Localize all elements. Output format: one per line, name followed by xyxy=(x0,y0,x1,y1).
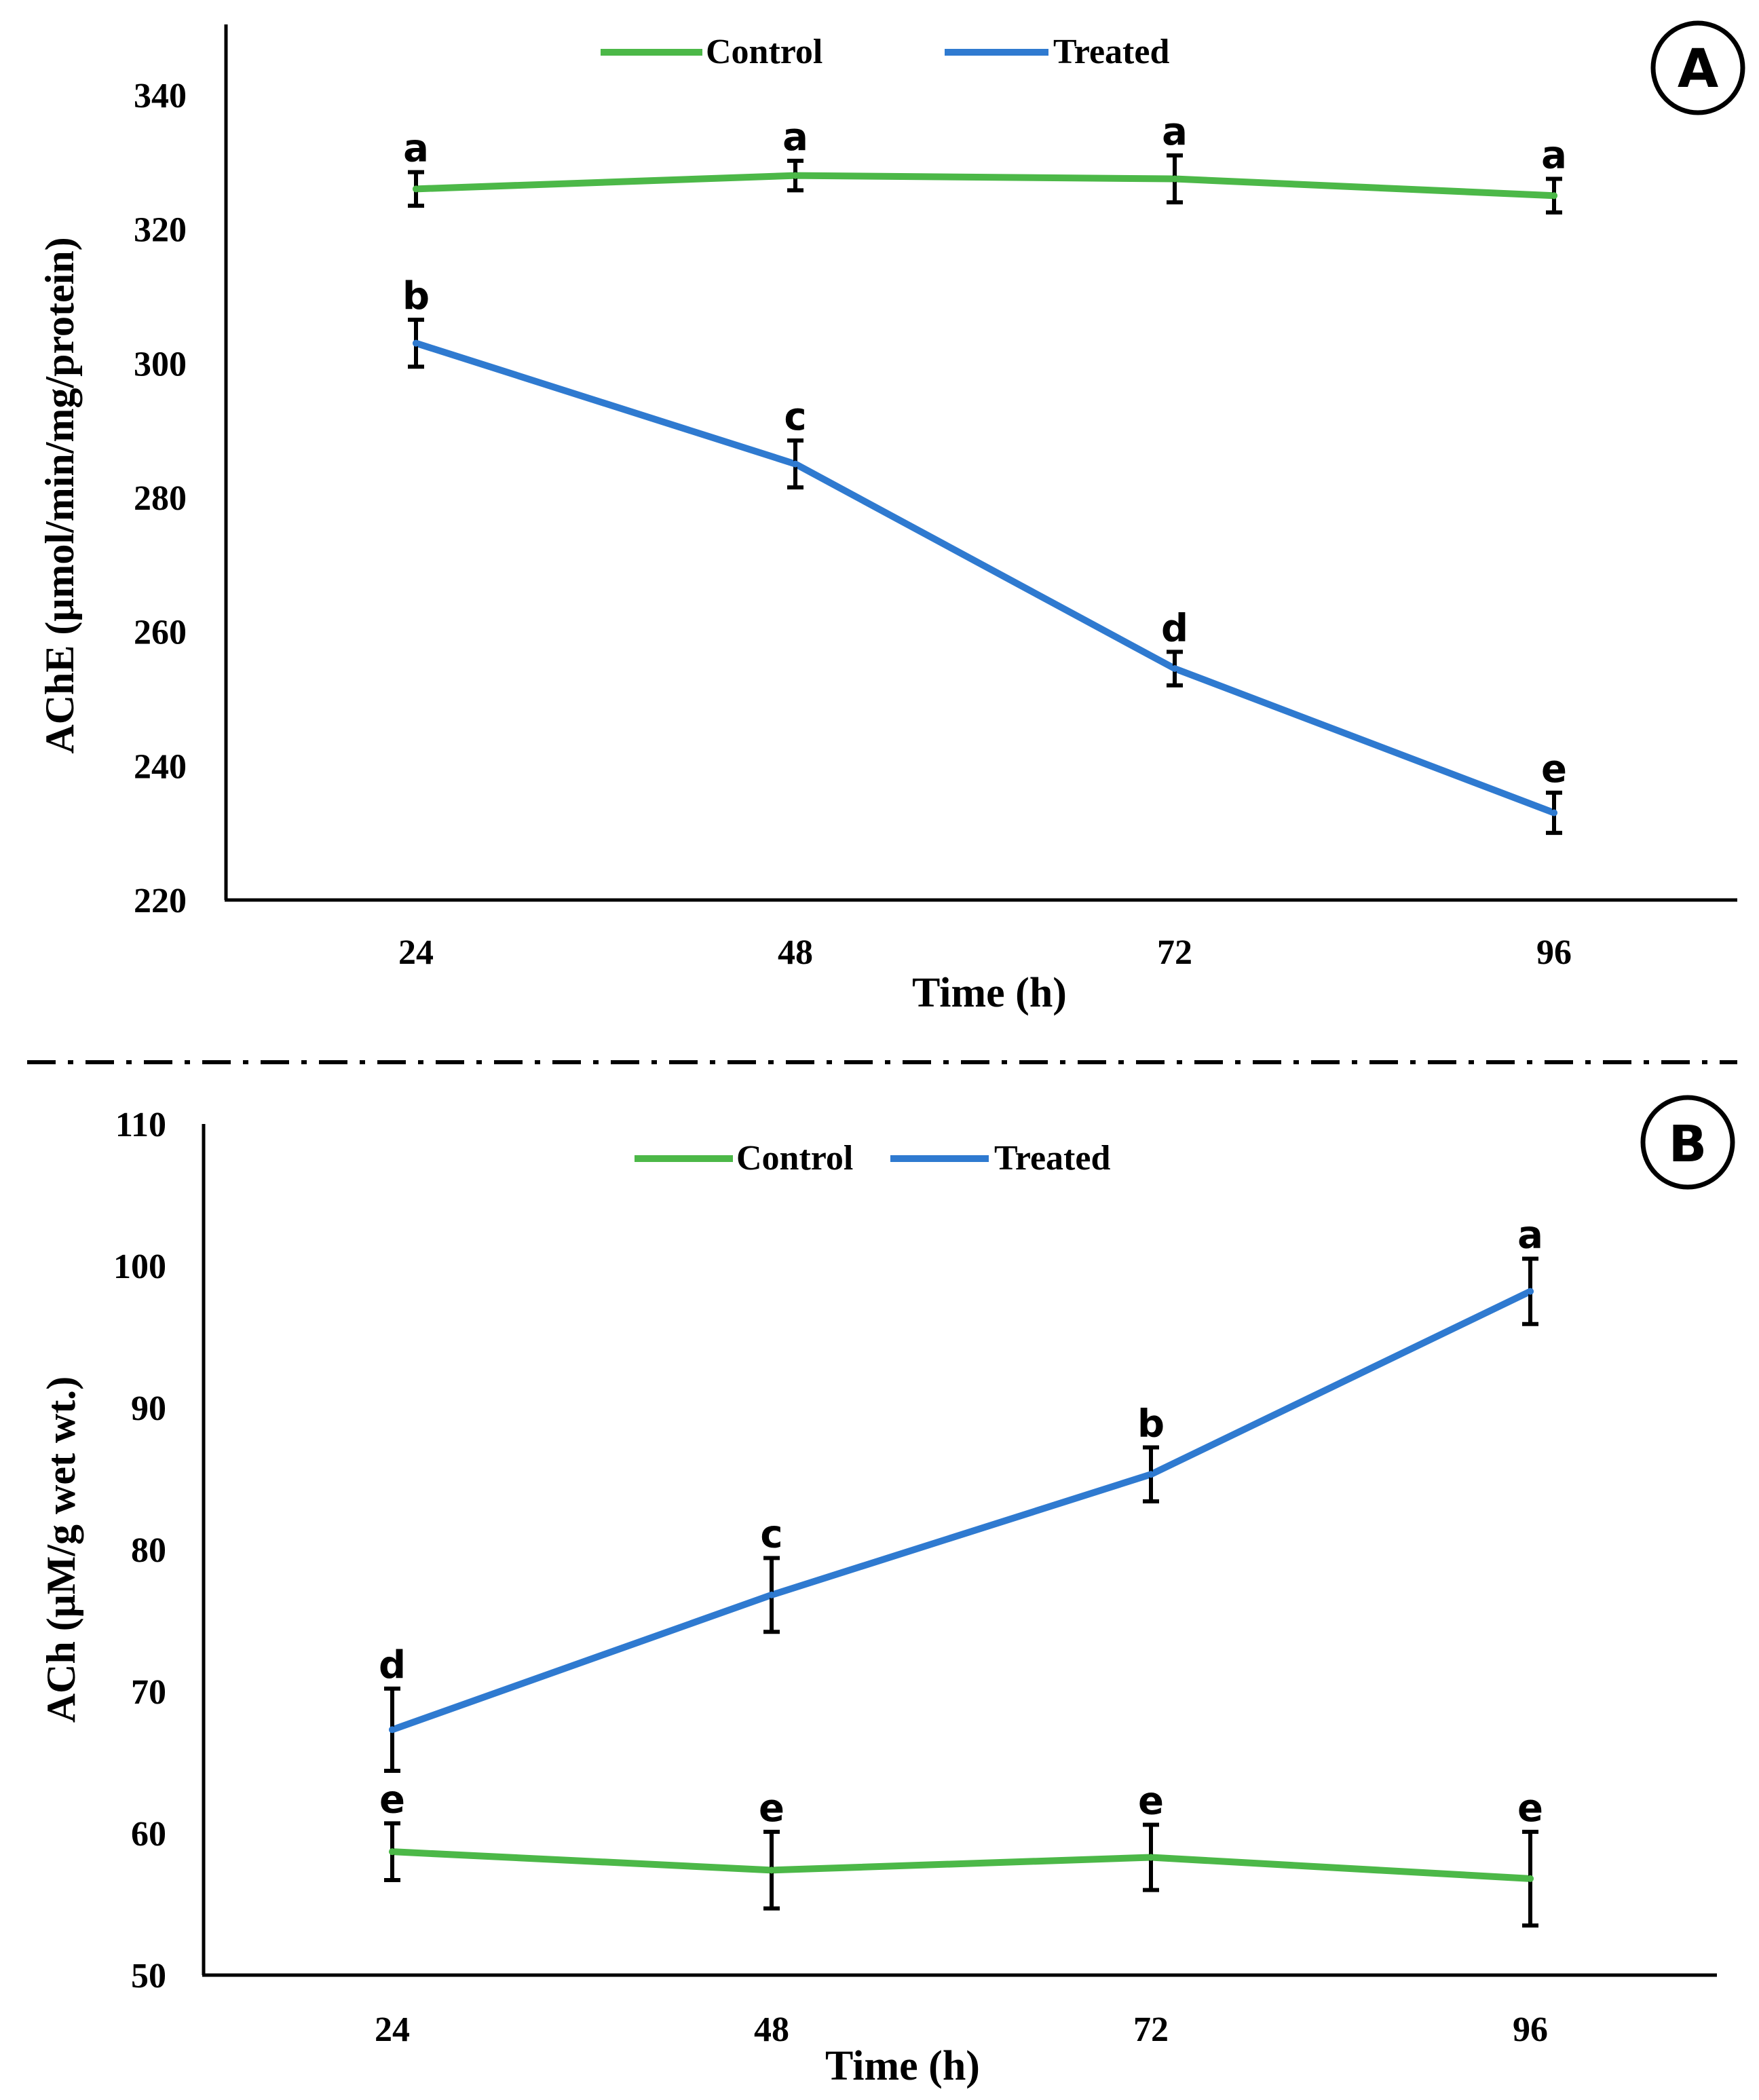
legend-label-control: Control xyxy=(706,33,822,71)
significance-letter: d xyxy=(379,1643,406,1687)
legend: Control Treated xyxy=(601,33,1169,71)
data-point xyxy=(792,460,799,468)
y-tick-label: 220 xyxy=(134,882,187,920)
x-tick-label: 72 xyxy=(1133,2010,1169,2049)
y-tick-label: 240 xyxy=(134,747,187,786)
data-point xyxy=(413,185,419,193)
y-tick-label: 300 xyxy=(134,345,187,383)
significance-letter: e xyxy=(379,1778,405,1822)
panel-b: 50 60 70 80 90 100 110 24 48 72 96 e e e e d c b a Time … xyxy=(39,1095,1735,2089)
y-tick-label: 60 xyxy=(131,1815,166,1854)
x-tick-label: 24 xyxy=(375,2010,410,2049)
x-tick-label: 48 xyxy=(778,933,813,972)
data-point xyxy=(1527,1875,1534,1882)
series-line-control xyxy=(413,172,1557,200)
significance-letter: b xyxy=(402,274,430,318)
legend-label-treated: Treated xyxy=(1053,33,1169,71)
x-axis-title: Time (h) xyxy=(825,2043,980,2089)
x-tick-label: 96 xyxy=(1536,933,1572,972)
data-point xyxy=(1148,1471,1154,1478)
significance-letter: a xyxy=(1541,134,1567,178)
data-point xyxy=(768,1867,775,1874)
y-tick-label: 80 xyxy=(131,1531,166,1570)
legend: Control Treated xyxy=(635,1139,1110,1178)
y-tick-label: 110 xyxy=(115,1106,166,1144)
series-treated: d c b a xyxy=(379,1214,1543,1774)
y-tick-label: 100 xyxy=(113,1248,166,1286)
panel-label: A xyxy=(1678,39,1718,100)
significance-letter: e xyxy=(759,1786,784,1831)
data-point xyxy=(792,172,799,179)
significance-letter: b xyxy=(1137,1402,1165,1446)
y-tick-label: 280 xyxy=(134,479,187,518)
data-point xyxy=(1171,665,1178,673)
y-tick-label: 320 xyxy=(134,211,187,250)
significance-letter: a xyxy=(1517,1214,1543,1258)
significance-letter: c xyxy=(760,1513,782,1557)
legend-label-treated: Treated xyxy=(994,1139,1110,1178)
data-point xyxy=(1551,192,1557,200)
data-point xyxy=(389,1726,396,1733)
y-tick-label: 70 xyxy=(131,1673,166,1712)
y-tick-label: 90 xyxy=(131,1389,166,1428)
significance-letter: a xyxy=(403,127,429,171)
y-tick-label: 340 xyxy=(134,77,187,115)
legend-label-control: Control xyxy=(736,1139,853,1178)
x-tick-label: 48 xyxy=(754,2010,789,2049)
significance-letter: d xyxy=(1161,606,1188,650)
data-point xyxy=(413,339,419,347)
data-point xyxy=(1551,809,1557,817)
significance-letter: e xyxy=(1138,1779,1164,1823)
significance-letter: e xyxy=(1517,1786,1543,1831)
panel-label-circle xyxy=(1650,20,1745,115)
series-treated: b c d e xyxy=(402,274,1567,836)
y-tick-label: 260 xyxy=(134,614,187,652)
x-tick-label: 96 xyxy=(1513,2010,1548,2049)
y-axis-title: ACh (μM/g wet wt.) xyxy=(39,1376,83,1723)
data-point xyxy=(1148,1854,1154,1861)
x-tick-label: 24 xyxy=(398,933,434,972)
significance-letter: e xyxy=(1541,747,1567,791)
y-tick-label: 50 xyxy=(131,1957,166,1995)
panel-label-circle xyxy=(1640,1095,1735,1190)
significance-letter: c xyxy=(784,395,806,439)
x-tick-label: 72 xyxy=(1157,933,1192,972)
series-line-control xyxy=(389,1848,1534,1882)
series-line-treated xyxy=(413,339,1557,817)
panel-label: B xyxy=(1669,1115,1707,1174)
x-axis-title: Time (h) xyxy=(912,970,1067,1016)
series-line-treated xyxy=(389,1288,1534,1733)
significance-letter: a xyxy=(782,115,808,160)
series-control: a a aa xyxy=(403,110,1567,214)
data-point xyxy=(768,1591,775,1598)
significance-letter: a xyxy=(1162,110,1188,154)
data-point xyxy=(1527,1288,1534,1295)
y-axis-title: AChE (μmol/min/mg/protein) xyxy=(37,237,82,753)
data-point xyxy=(1171,175,1178,183)
data-point xyxy=(389,1848,396,1856)
